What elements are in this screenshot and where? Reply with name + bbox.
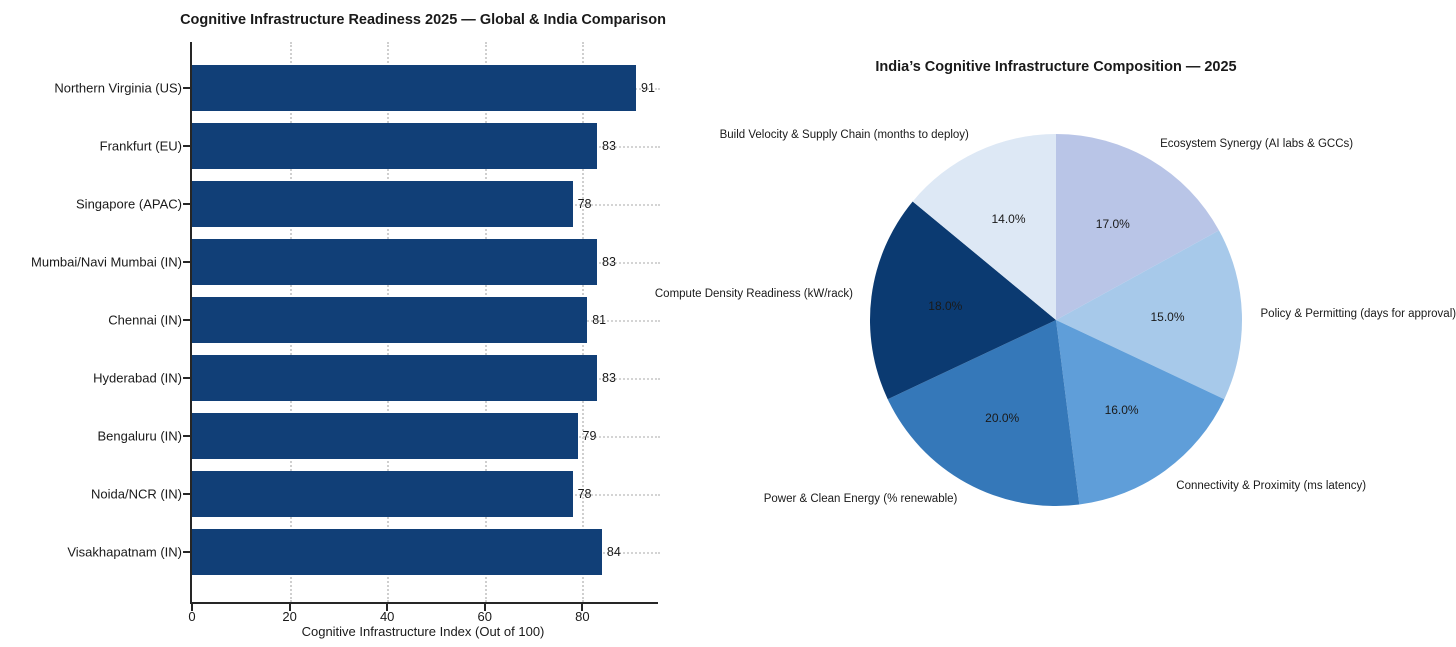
pie-panel: India’s Cognitive Infrastructure Composi… [655, 0, 1456, 647]
pie-chart-title: India’s Cognitive Infrastructure Composi… [875, 59, 1237, 75]
x-tick-mark [483, 604, 486, 611]
x-axis-title: Cognitive Infrastructure Index (Out of 1… [301, 624, 545, 639]
x-tick-label: 80 [575, 609, 590, 624]
bar-chart-title: Cognitive Infrastructure Readiness 2025 … [180, 12, 666, 28]
category-label: Noida/NCR (IN) [90, 486, 182, 502]
x-tick-label: 0 [188, 609, 196, 624]
bar [192, 65, 636, 111]
pie-slice-label: Build Velocity & Supply Chain (months to… [719, 128, 969, 141]
bar-value-label: 83 [602, 255, 616, 269]
bar [192, 181, 573, 227]
pie-slice [1056, 320, 1225, 505]
y-tick-mark [183, 203, 190, 205]
y-tick-mark [183, 87, 190, 89]
bar-value-label: 79 [582, 429, 597, 443]
x-tick-label: 20 [282, 609, 297, 624]
x-tick-mark [191, 604, 193, 611]
pie-slice-label: Policy & Permitting (days for approval) [1260, 307, 1456, 320]
pie-chart-svg [869, 134, 1242, 506]
x-tick-mark [581, 604, 584, 611]
bar [192, 123, 597, 169]
pie-slice [1056, 134, 1219, 320]
category-label: Bengaluru (IN) [97, 428, 182, 444]
y-tick-mark [183, 435, 190, 437]
pie-slice-label: Ecosystem Synergy (AI labs & GCCs) [1160, 137, 1354, 150]
bar-plot-area: 0 20 40 60 80 91 83 78 83 81 83 79 78 84 [183, 42, 660, 624]
y-tick-mark [183, 319, 190, 321]
category-label: Chennai (IN) [108, 312, 182, 328]
pie-slice-label: Power & Clean Energy (% renewable) [763, 493, 958, 506]
bar-value-label: 84 [606, 545, 621, 559]
y-tick-mark [183, 551, 190, 553]
bar [192, 413, 578, 459]
category-label: Mumbai/Navi Mumbai (IN) [31, 254, 182, 270]
pie-slice [887, 320, 1080, 506]
y-tick-mark [183, 493, 190, 495]
category-label: Northern Virginia (US) [54, 80, 182, 96]
bar-value-label: 78 [577, 197, 592, 211]
pie-slice [869, 201, 1056, 400]
category-label: Frankfurt (EU) [99, 138, 182, 154]
pie-percent-label: 18.0% [928, 299, 963, 313]
pie-percent-label: 14.0% [991, 212, 1026, 226]
pie-percent-label: 15.0% [1150, 309, 1185, 324]
bar [192, 355, 597, 401]
bar [192, 239, 597, 285]
category-label: Visakhapatnam (IN) [67, 544, 182, 560]
y-tick-mark [183, 145, 190, 147]
y-tick-mark [183, 261, 190, 263]
bar-value-label: 91 [641, 81, 655, 95]
bar-value-label: 83 [602, 371, 616, 385]
pie-slice-label: Connectivity & Proximity (ms latency) [1176, 479, 1367, 492]
x-tick-label: 40 [379, 609, 395, 624]
pie-percent-label: 17.0% [1095, 216, 1130, 231]
bar [192, 471, 573, 517]
category-label: Singapore (APAC) [76, 196, 182, 212]
bar-value-label: 83 [602, 139, 616, 153]
bar [192, 529, 602, 575]
category-label: Hyderabad (IN) [93, 370, 182, 386]
bar [192, 297, 588, 343]
pie-percent-label: 16.0% [1104, 403, 1139, 418]
x-tick-label: 60 [477, 609, 492, 624]
pie-slice [1056, 230, 1242, 400]
pie-percent-label: 20.0% [985, 410, 1020, 425]
bar-value-label: 81 [592, 313, 607, 327]
bar-value-label: 78 [577, 487, 592, 501]
y-tick-mark [183, 377, 190, 379]
pie-slice [912, 134, 1056, 320]
pie-slice-label: Compute Density Readiness (kW/rack) [654, 288, 853, 301]
x-tick-mark [288, 604, 291, 611]
x-tick-mark [386, 604, 389, 611]
